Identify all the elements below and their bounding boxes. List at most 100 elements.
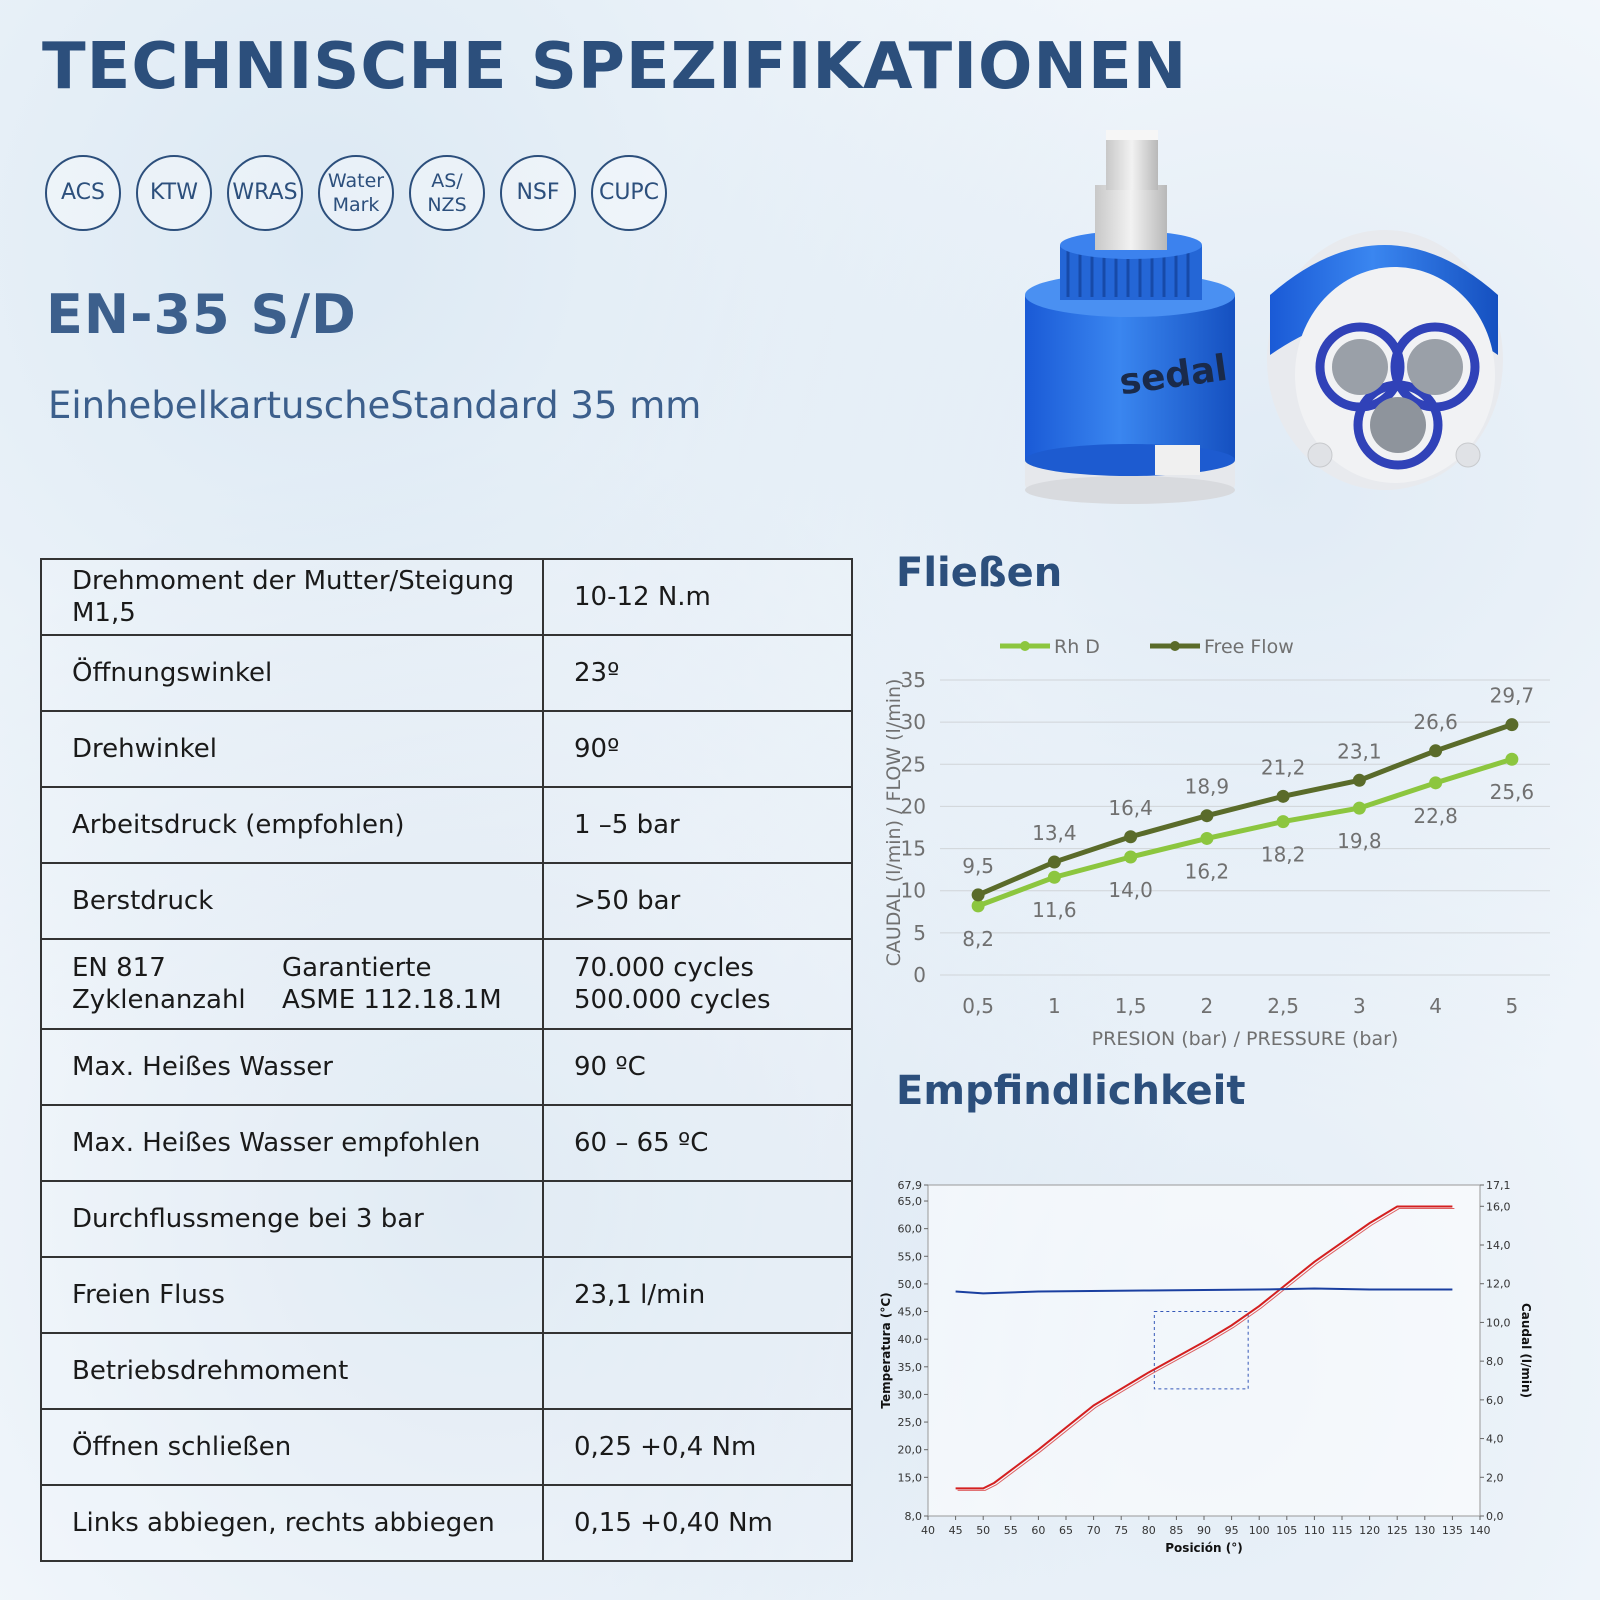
series-line <box>977 756 1513 909</box>
data-point <box>1124 830 1138 844</box>
x-tick-label: 125 <box>1387 1524 1408 1537</box>
spec-label: Berstdruck <box>40 862 544 940</box>
product-subtitle: EinhebelkartuscheStandard 35 mm <box>48 384 702 427</box>
table-row: Öffnen schließen 0,25 +0,4 Nm <box>40 1408 853 1486</box>
table-row: Arbeitsdruck (empfohlen) 1 –5 bar <box>40 786 853 864</box>
cartridge-side-view: sedal <box>1025 130 1235 504</box>
y-tick-label: 10 <box>901 879 926 903</box>
sensitivity-heading: Empfindlichkeit <box>896 1068 1246 1114</box>
y-tick-label: 45,0 <box>898 1306 923 1319</box>
x-tick-label: 40 <box>921 1524 935 1537</box>
data-point <box>1124 850 1138 864</box>
y-tick-label: 5 <box>913 921 926 945</box>
legend-marker <box>1020 641 1030 651</box>
table-row: Berstdruck >50 bar <box>40 862 853 940</box>
data-label: 14,0 <box>1108 878 1153 902</box>
cert-badge-ktw: KTW <box>136 155 212 231</box>
spec-label: Betriebsdrehmoment <box>40 1332 544 1410</box>
spec-label: Durchflussmenge bei 3 bar <box>40 1180 544 1258</box>
spec-value: 23,1 l/min <box>542 1256 853 1334</box>
data-point <box>1047 855 1061 869</box>
spec-label: Arbeitsdruck (empfohlen) <box>40 786 544 864</box>
spec-label: Drehwinkel <box>40 710 544 788</box>
x-tick-label: 95 <box>1225 1524 1239 1537</box>
data-label: 25,6 <box>1490 780 1535 804</box>
specification-table: Drehmoment der Mutter/Steigung M1,5 10-1… <box>40 558 853 1562</box>
data-label: 26,6 <box>1413 710 1458 734</box>
data-point <box>1200 809 1214 823</box>
y-tick-label: 25,0 <box>898 1416 923 1429</box>
y-tick-label: 25 <box>901 752 926 776</box>
table-row: Drehmoment der Mutter/Steigung M1,5 10-1… <box>40 558 853 636</box>
spec-value: 60 – 65 ºC <box>542 1104 853 1182</box>
x-tick-label: 110 <box>1304 1524 1325 1537</box>
table-row: Drehwinkel 90º <box>40 710 853 788</box>
legend-label: Free Flow <box>1204 636 1294 658</box>
x-tick-label: 85 <box>1169 1524 1183 1537</box>
y-tick-label: 50,0 <box>898 1278 923 1291</box>
cert-label: NSF <box>516 180 560 205</box>
data-point <box>1276 789 1290 803</box>
spec-value: 23º <box>542 634 853 712</box>
y2-tick-label: 8,0 <box>1486 1355 1504 1368</box>
x-tick-label: 140 <box>1470 1524 1491 1537</box>
spec-label-cycles: EN 817 Zyklenanzahl Garantierte ASME 112.1… <box>40 938 544 1030</box>
spec-value: 1 –5 bar <box>542 786 853 864</box>
y-tick-label: 40,0 <box>898 1333 923 1346</box>
x-tick-label: 65 <box>1059 1524 1073 1537</box>
spec-label: Öffnen schließen <box>40 1408 544 1486</box>
sensitivity-bracket <box>1153 1311 1249 1390</box>
cert-badge-acs: ACS <box>45 155 121 231</box>
y2-tick-label: 14,0 <box>1486 1239 1511 1252</box>
spec-label: Links abbiegen, rechts abbiegen <box>40 1484 544 1562</box>
cert-label: AS/ <box>431 170 463 192</box>
y2-tick-label: 16,0 <box>1486 1200 1511 1213</box>
y-tick-label: 60,0 <box>898 1223 923 1236</box>
table-row: Freien Fluss 23,1 l/min <box>40 1256 853 1334</box>
y-tick-label: 20 <box>901 794 926 818</box>
temperature-series-line <box>957 1208 1455 1491</box>
table-row: Öffnungswinkel 23º <box>40 634 853 712</box>
data-point <box>1505 752 1519 766</box>
data-point <box>1276 815 1290 829</box>
cert-label: Mark <box>332 194 380 216</box>
x-axis-label: Posición (°) <box>1165 1541 1242 1555</box>
table-row: Max. Heißes Wasser 90 ºC <box>40 1028 853 1106</box>
table-row: Links abbiegen, rechts abbiegen 0,15 +0,… <box>40 1484 853 1562</box>
data-label: 23,1 <box>1337 739 1382 763</box>
cert-label: WRAS <box>232 180 298 205</box>
table-row: Durchflussmenge bei 3 bar <box>40 1180 853 1258</box>
spec-value: 0,15 +0,40 Nm <box>542 1484 853 1562</box>
spec-value: 90 ºC <box>542 1028 853 1106</box>
x-tick-label: 1,5 <box>1115 994 1147 1018</box>
y-tick-label: 35,0 <box>898 1361 923 1374</box>
y-tick-label: 30 <box>901 710 926 734</box>
x-axis-label: PRESION (bar) / PRESSURE (bar) <box>1092 1028 1399 1050</box>
spec-label-part: ASME 112.18.1M <box>282 985 502 1015</box>
cert-badge-asnzs: AS/NZS <box>409 155 485 231</box>
spec-label: Drehmoment der Mutter/Steigung M1,5 <box>40 558 544 636</box>
spec-value-cycles: 70.000 cycles 500.000 cycles <box>542 938 853 1030</box>
y-tick-label: 15,0 <box>898 1471 923 1484</box>
data-label: 11,6 <box>1032 898 1077 922</box>
spec-value: 0,25 +0,4 Nm <box>542 1408 853 1486</box>
data-label: 16,4 <box>1108 796 1153 820</box>
spec-value <box>542 1180 853 1258</box>
x-tick-label: 100 <box>1249 1524 1270 1537</box>
table-row: Betriebsdrehmoment <box>40 1332 853 1410</box>
x-tick-label: 2 <box>1201 994 1214 1018</box>
data-label: 29,7 <box>1490 684 1535 708</box>
x-tick-label: 105 <box>1276 1524 1297 1537</box>
cert-badge-nsf: NSF <box>500 155 576 231</box>
y2-tick-label: 10,0 <box>1486 1316 1511 1329</box>
cartridge-product-image: sedal <box>1025 130 1503 504</box>
y2-tick-label: 12,0 <box>1486 1278 1511 1291</box>
x-tick-label: 55 <box>1004 1524 1018 1537</box>
data-point <box>1352 801 1366 815</box>
data-point <box>1429 744 1443 758</box>
y-tick-label: 20,0 <box>898 1444 923 1457</box>
plot-area <box>927 1184 1481 1517</box>
cert-badge-watermark: Water Mark <box>318 155 394 231</box>
data-point <box>1047 870 1061 884</box>
data-point <box>1505 718 1519 732</box>
